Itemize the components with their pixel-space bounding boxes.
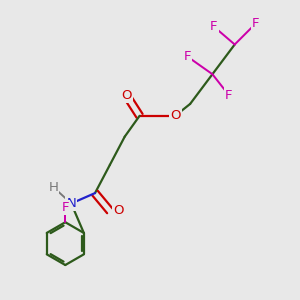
Text: F: F bbox=[225, 88, 232, 101]
Text: F: F bbox=[210, 20, 218, 33]
Text: O: O bbox=[113, 204, 124, 218]
Text: N: N bbox=[66, 197, 76, 210]
Text: F: F bbox=[61, 201, 69, 214]
Text: F: F bbox=[183, 50, 191, 63]
Text: O: O bbox=[121, 88, 131, 101]
Text: O: O bbox=[170, 109, 181, 122]
Text: H: H bbox=[49, 181, 58, 194]
Text: F: F bbox=[252, 17, 259, 30]
